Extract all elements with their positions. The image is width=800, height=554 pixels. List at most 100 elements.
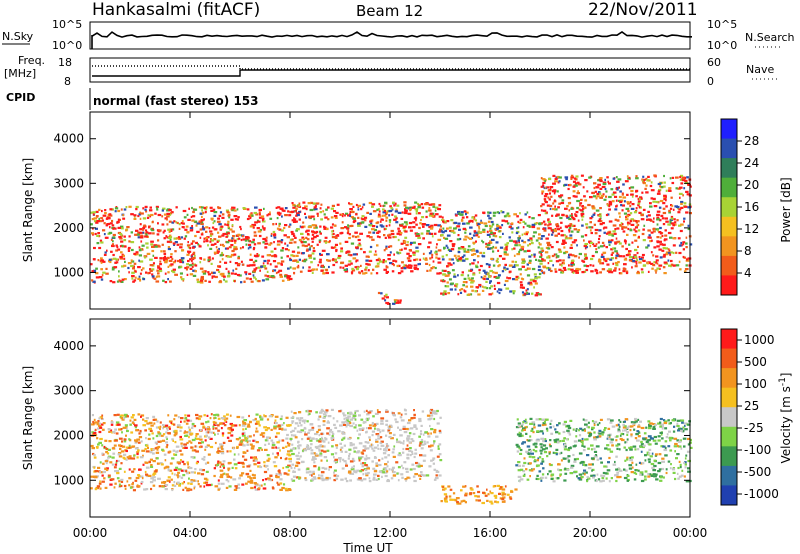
power-scatter-cell bbox=[506, 222, 510, 225]
power-scatter-cell bbox=[270, 234, 273, 237]
power-scatter-cell bbox=[526, 291, 529, 294]
power-scatter-cell bbox=[559, 226, 562, 229]
power-scatter-cell bbox=[400, 267, 404, 270]
power-scatter-cell bbox=[375, 259, 379, 262]
velocity-scatter-cell bbox=[349, 460, 354, 463]
power-scatter-cell bbox=[685, 242, 688, 245]
velocity-scatter-cell bbox=[319, 452, 323, 455]
velocity-scatter-cell bbox=[191, 424, 195, 427]
power-scatter-cell bbox=[252, 238, 255, 241]
power-scatter-cell bbox=[564, 207, 568, 210]
power-scatter-cell bbox=[236, 238, 239, 241]
velocity-scatter-cell bbox=[129, 486, 133, 489]
power-scatter-cell bbox=[506, 276, 508, 279]
power-scatter-cell bbox=[682, 255, 685, 259]
velocity-scatter-cell bbox=[531, 468, 533, 471]
power-scatter-cell bbox=[540, 253, 542, 256]
power-scatter-cell bbox=[395, 208, 398, 211]
power-scatter-cell bbox=[511, 231, 514, 234]
power-scatter-cell bbox=[226, 247, 229, 250]
velocity-scatter-cell bbox=[188, 428, 191, 431]
power-scatter-cell bbox=[382, 211, 386, 214]
power-scatter-cell bbox=[162, 250, 166, 253]
velocity-scatter-cell bbox=[345, 464, 348, 467]
velocity-scatter-cell bbox=[133, 468, 136, 471]
power-scatter-cell bbox=[662, 266, 666, 269]
power-scatter-cell bbox=[212, 208, 216, 211]
power-scatter-cell bbox=[217, 265, 221, 268]
power-scatter-cell bbox=[548, 223, 552, 226]
power-scatter-cell bbox=[444, 237, 449, 240]
velocity-scatter-cell bbox=[152, 473, 155, 476]
power-scatter-cell bbox=[493, 284, 496, 287]
velocity-scatter-cell bbox=[349, 442, 353, 445]
power-scatter-cell bbox=[572, 190, 576, 193]
power-scatter-cell bbox=[451, 229, 455, 232]
power-scatter-cell bbox=[501, 270, 505, 273]
power-scatter-cell bbox=[488, 263, 491, 266]
velocity-scatter-cell bbox=[324, 437, 328, 440]
power-scatter-cell bbox=[481, 289, 485, 292]
velocity-scatter-cell bbox=[298, 411, 302, 414]
velocity-scatter-cell bbox=[392, 413, 395, 416]
velocity-scatter-cell bbox=[117, 423, 121, 426]
power-scatter-cell bbox=[604, 178, 606, 181]
power-scatter-cell bbox=[579, 204, 581, 207]
velocity-scatter-cell bbox=[131, 457, 136, 460]
power-scatter-cell bbox=[120, 208, 123, 211]
velocity-scatter-cell bbox=[94, 488, 97, 491]
velocity-scatter-cell bbox=[259, 418, 264, 421]
power-scatter-cell bbox=[469, 232, 472, 235]
power-scatter-cell bbox=[593, 186, 596, 190]
power-scatter-cell bbox=[172, 242, 176, 245]
power-scatter-cell bbox=[548, 268, 551, 271]
power-scatter-cell bbox=[180, 222, 183, 225]
power-scatter-cell bbox=[294, 236, 297, 239]
power-scatter-cell bbox=[634, 239, 638, 242]
power-scatter-cell bbox=[519, 273, 522, 276]
power-scatter-cell bbox=[100, 259, 104, 262]
velocity-scatter-cell bbox=[102, 422, 106, 425]
power-scatter-cell bbox=[629, 205, 632, 208]
power-scatter-cell bbox=[385, 293, 388, 296]
velocity-scatter-cell bbox=[220, 417, 225, 420]
velocity-scatter-cell bbox=[320, 408, 324, 411]
power-scatter-cell bbox=[188, 251, 190, 255]
power-scatter-cell bbox=[541, 222, 544, 225]
power-scatter-cell bbox=[563, 246, 566, 249]
power-scatter-cell bbox=[194, 264, 198, 267]
velocity-scatter-cell bbox=[294, 427, 297, 430]
velocity-scatter-cell bbox=[373, 423, 377, 426]
velocity-scatter-cell bbox=[285, 457, 288, 460]
power-scatter-cell bbox=[116, 280, 120, 283]
velocity-scatter-cell bbox=[339, 448, 342, 451]
velocity-scatter-cell bbox=[133, 454, 136, 457]
velocity-scatter-cell bbox=[383, 471, 388, 474]
power-scatter-cell bbox=[504, 220, 509, 223]
velocity-scatter-cell bbox=[270, 439, 274, 442]
velocity-scatter-cell bbox=[364, 458, 367, 461]
power-scatter-cell bbox=[525, 289, 528, 292]
power-scatter-cell bbox=[417, 236, 421, 239]
power-scatter-cell bbox=[332, 232, 335, 236]
power-scatter-cell bbox=[653, 205, 658, 208]
power-scatter-cell bbox=[166, 212, 170, 215]
velocity-scatter-cell bbox=[194, 445, 197, 448]
velocity-scatter-cell bbox=[91, 423, 95, 426]
velocity-scatter-cell bbox=[432, 462, 435, 465]
power-scatter-cell bbox=[398, 233, 402, 236]
velocity-scatter-cell bbox=[242, 465, 245, 468]
power-scatter-cell bbox=[137, 277, 141, 280]
power-scatter-cell bbox=[121, 245, 126, 248]
power-scatter-cell bbox=[567, 224, 572, 227]
velocity-scatter-cell bbox=[98, 482, 102, 485]
power-scatter-cell bbox=[242, 238, 246, 241]
power-scatter-cell bbox=[147, 272, 150, 275]
power-scatter-cell bbox=[656, 213, 660, 216]
power-scatter-cell bbox=[560, 221, 563, 224]
power-scatter-cell bbox=[581, 210, 584, 213]
velocity-scatter-cell bbox=[186, 441, 189, 445]
velocity-scatter-cell bbox=[202, 426, 206, 429]
power-scatter-cell bbox=[335, 261, 338, 264]
velocity-scatter-cell bbox=[364, 447, 367, 450]
